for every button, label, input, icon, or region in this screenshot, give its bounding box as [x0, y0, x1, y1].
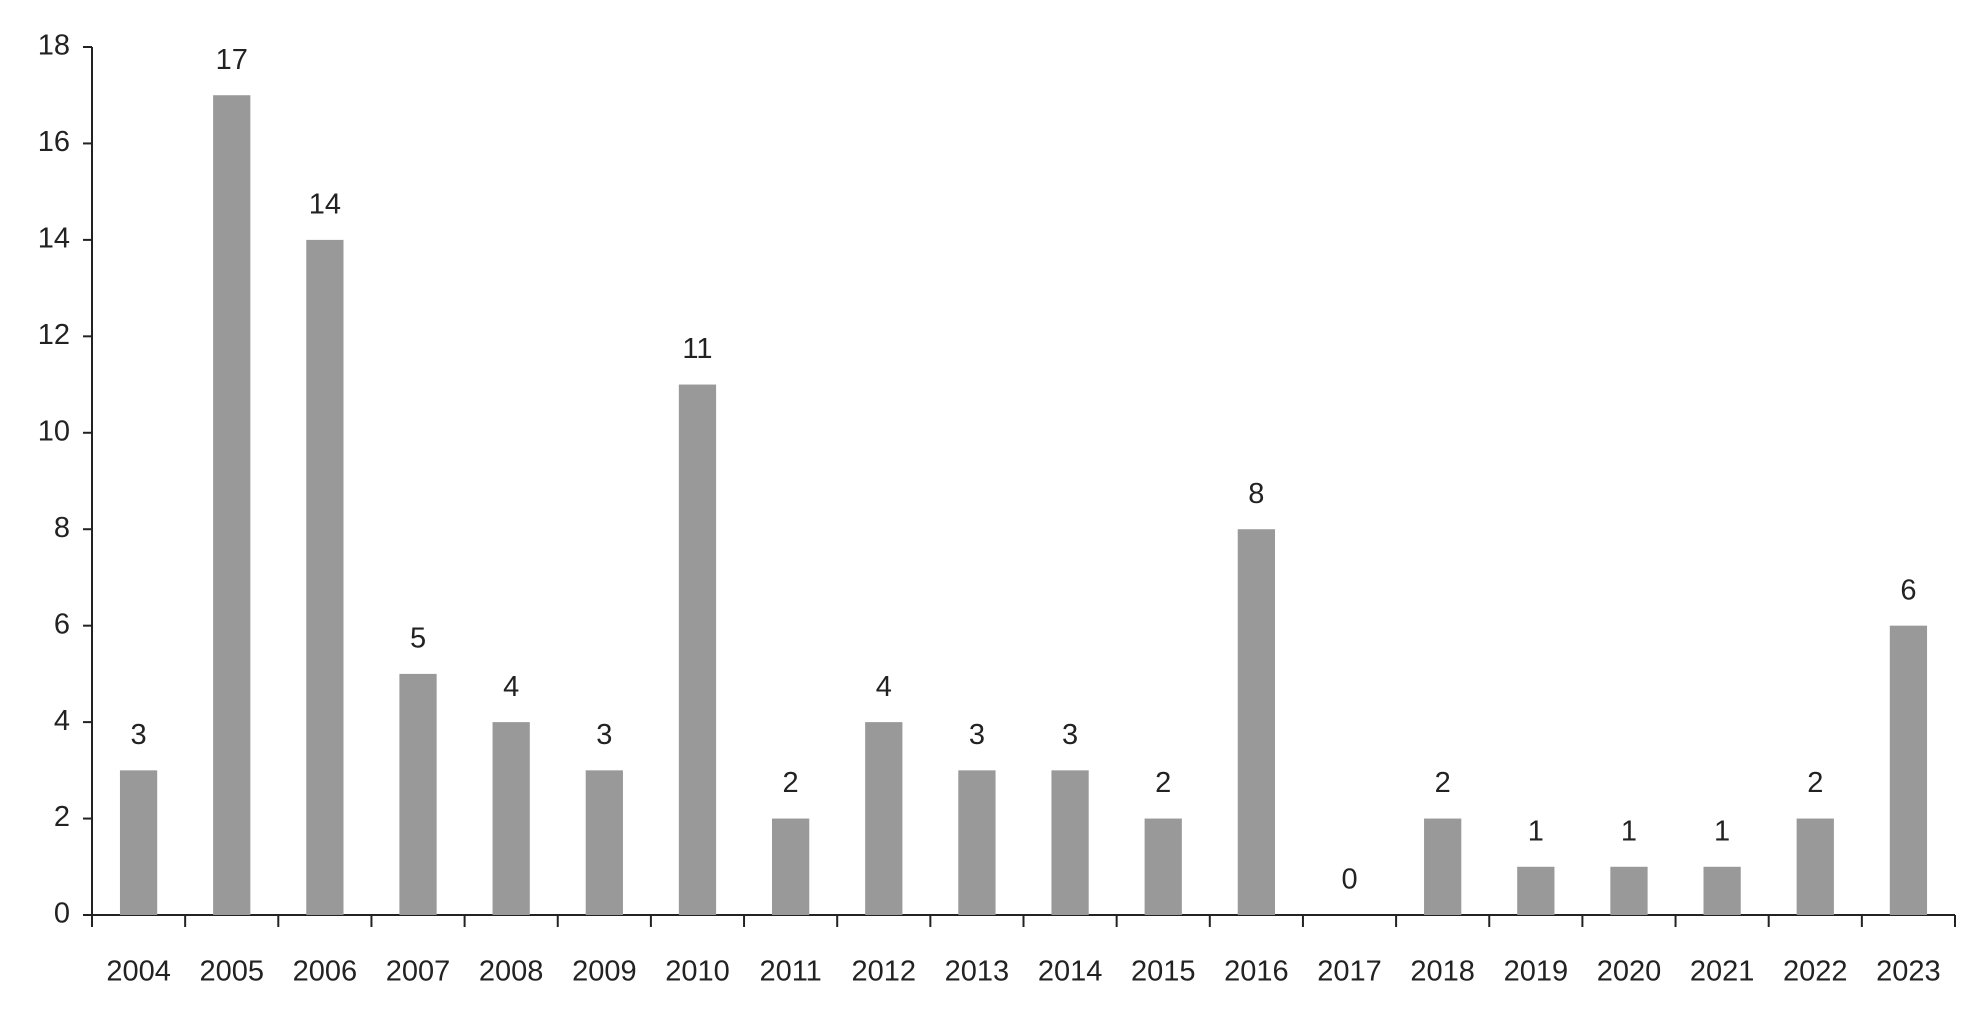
x-tick-label: 2019: [1504, 956, 1569, 988]
data-label: 3: [1062, 719, 1078, 751]
bar: [119, 770, 158, 915]
bar: [1796, 818, 1834, 915]
bar: [213, 95, 251, 915]
y-tick-label: 8: [54, 512, 70, 544]
bar: [958, 770, 996, 915]
x-tick-label: 2017: [1317, 956, 1382, 988]
data-label: 5: [410, 623, 426, 655]
x-tick-label: 2020: [1597, 956, 1662, 988]
bar: [865, 722, 903, 915]
x-tick-label: 2021: [1690, 956, 1755, 988]
x-tick-label: 2014: [1038, 956, 1103, 988]
data-label: 17: [216, 44, 248, 76]
data-label: 1: [1528, 815, 1544, 847]
x-tick-label: 2013: [945, 956, 1010, 988]
data-label: 6: [1900, 574, 1916, 606]
bar: [399, 673, 437, 915]
data-label: 14: [309, 189, 341, 221]
data-label: 2: [1807, 767, 1823, 799]
data-label: 8: [1248, 478, 1264, 510]
x-tick-label: 2016: [1224, 956, 1289, 988]
bar: [1517, 866, 1555, 915]
y-tick-label: 16: [38, 126, 70, 158]
x-tick-label: 2018: [1410, 956, 1475, 988]
x-tick-label: 2008: [479, 956, 544, 988]
x-tick-label: 2022: [1783, 956, 1848, 988]
data-label: 3: [969, 719, 985, 751]
x-tick-label: 2006: [293, 956, 358, 988]
x-tick-label: 2011: [759, 956, 821, 988]
data-label: 4: [876, 671, 892, 703]
y-tick-label: 4: [54, 705, 70, 737]
bar: [1424, 818, 1462, 915]
data-label: 3: [596, 719, 612, 751]
bar: [1703, 866, 1741, 915]
x-tick-label: 2023: [1876, 956, 1941, 988]
data-label: 1: [1714, 815, 1730, 847]
data-label: 2: [783, 767, 799, 799]
bar: [306, 239, 344, 915]
x-tick-label: 2015: [1131, 956, 1196, 988]
bar: [1610, 866, 1648, 915]
bar: [1051, 770, 1089, 915]
bar: [1144, 818, 1182, 915]
y-tick-label: 12: [38, 319, 70, 351]
y-tick-label: 0: [54, 898, 70, 930]
bar: [1889, 625, 1928, 915]
data-label: 4: [503, 671, 519, 703]
x-tick-label: 2005: [199, 956, 264, 988]
data-label: 2: [1155, 767, 1171, 799]
data-label: 0: [1341, 864, 1357, 896]
y-tick-label: 14: [38, 223, 70, 255]
y-tick-label: 6: [54, 608, 70, 640]
y-tick-label: 2: [54, 801, 70, 833]
bar: [492, 722, 530, 915]
x-tick-label: 2009: [572, 956, 637, 988]
x-tick-label: 2012: [852, 956, 917, 988]
bar: [1237, 529, 1276, 915]
x-tick-label: 2007: [386, 956, 451, 988]
data-label: 3: [131, 719, 147, 751]
y-tick-label: 10: [38, 415, 70, 447]
bar: [585, 770, 623, 915]
data-label: 11: [682, 333, 712, 365]
x-tick-label: 2004: [106, 956, 171, 988]
bar: [771, 818, 810, 915]
bar: [678, 384, 717, 915]
y-tick-label: 18: [38, 30, 70, 62]
x-tick-label: 2010: [665, 956, 730, 988]
data-label: 2: [1435, 767, 1451, 799]
data-label: 1: [1621, 815, 1637, 847]
